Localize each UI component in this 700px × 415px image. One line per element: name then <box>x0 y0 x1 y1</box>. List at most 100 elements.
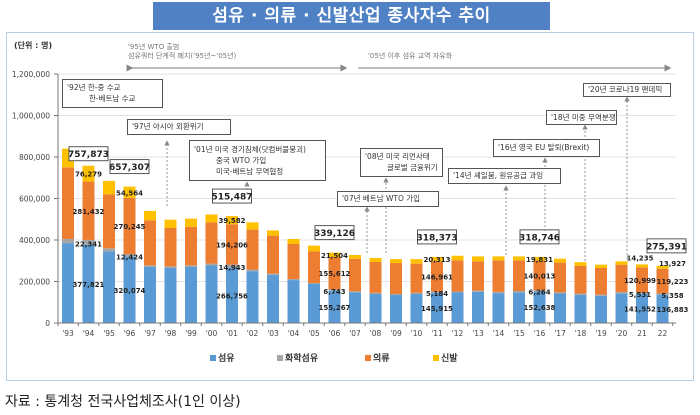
bar-segment-clothing <box>513 260 525 292</box>
bar-segment-footwear <box>308 245 320 252</box>
data-label-textile: 136,883 <box>657 306 689 314</box>
data-label-chemical-fiber: 14,943 <box>218 264 245 272</box>
bar-segment-chemical-fiber <box>554 292 566 294</box>
bar-segment-footwear <box>554 258 566 263</box>
annotation-08: '08년 미국 리먼사태 글로벌 금융위기 <box>360 148 443 177</box>
bar-segment-chemical-fiber <box>513 291 525 293</box>
bar-segment-chemical-fiber <box>185 265 197 267</box>
total-label: 318,746 <box>519 229 560 245</box>
total-label: 515,487 <box>212 188 253 204</box>
total-label: 657,307 <box>109 159 150 175</box>
bar-segment-footwear <box>205 214 218 223</box>
bar-segment-chemical-fiber <box>123 254 136 257</box>
x-tick-label: '08 <box>370 329 382 338</box>
y-tick-label: 1,200,000 <box>12 70 50 79</box>
bar-segment-textile <box>82 244 95 323</box>
legend-label-chemical-fiber: 화학섬유 <box>285 354 319 364</box>
y-tick-label: 800,000 <box>19 153 50 162</box>
bar-segment-clothing <box>451 260 464 292</box>
source-note: 자료 : 통계청 전국사업체조사(1인 이상) <box>5 394 241 410</box>
bar-segment-footwear <box>410 259 423 264</box>
bar-segment-textile <box>349 292 361 323</box>
data-label-chemical-fiber: 22,341 <box>75 240 102 248</box>
bar-segment-textile <box>287 280 300 323</box>
x-tick-label: '10 <box>411 329 423 338</box>
data-label-clothing: 120,999 <box>624 277 656 285</box>
bar-segment-textile <box>62 243 74 323</box>
bar-segment-footwear <box>595 264 607 269</box>
period-wto-text: '95년 WTO 출범 섬유쿼터 단계적 폐지('95년~'05년) <box>128 43 236 61</box>
x-tick-label: '09 <box>390 329 402 338</box>
bar-segment-chemical-fiber <box>267 273 279 275</box>
bar-segment-textile <box>410 293 423 323</box>
y-tick-label: 400,000 <box>19 236 50 245</box>
bar-segment-textile <box>226 267 238 323</box>
x-tick-label: '00 <box>206 329 218 338</box>
x-tick-label: '93 <box>62 329 74 338</box>
bar-segment-textile <box>636 293 648 323</box>
x-tick-label: '20 <box>616 329 628 338</box>
bar-segment-chemical-fiber <box>287 279 300 281</box>
data-label-clothing: 270,245 <box>114 223 146 231</box>
data-label-textile: 141,552 <box>624 305 656 313</box>
data-label-chemical-fiber: 6,264 <box>528 289 550 297</box>
legend-swatch-clothing <box>365 354 371 361</box>
y-tick-label: 0 <box>45 319 50 328</box>
bar-segment-chemical-fiber <box>308 282 320 284</box>
total-label-text: 275,391 <box>646 242 687 252</box>
bar-segment-textile <box>533 291 546 323</box>
total-label-text: 757,873 <box>68 150 109 160</box>
bar-segment-textile <box>451 292 464 323</box>
x-tick-label: '11 <box>431 329 443 338</box>
bar-segment-clothing <box>431 261 443 292</box>
total-label-box <box>417 229 457 245</box>
data-label-textile: 377,821 <box>73 281 105 289</box>
bar-segment-clothing <box>185 226 197 266</box>
total-label: 318,373 <box>417 229 458 245</box>
bar-segment-footwear <box>164 219 177 228</box>
x-tick-label: '04 <box>288 329 300 338</box>
x-tick-label: '18 <box>575 329 587 338</box>
bar-segment-textile <box>554 293 566 323</box>
bar-segment-clothing <box>390 263 402 294</box>
x-tick-label: '97 <box>144 329 156 338</box>
annotation-18: '18년 미중 무역분쟁 <box>546 110 617 125</box>
x-tick-label: '13 <box>472 329 484 338</box>
total-label-text: 318,746 <box>519 233 560 243</box>
x-tick-label: '12 <box>452 329 464 338</box>
bar-segment-clothing <box>492 260 505 292</box>
total-label-text: 339,126 <box>314 229 355 239</box>
x-tick-label: 21 <box>637 329 647 338</box>
annotation-01-line1: '01년 미국 경기침체(닷컴버블붕괴) <box>194 145 306 154</box>
bar-segment-clothing <box>369 261 382 293</box>
annotation-08-line1: '08년 미국 리먼사태 <box>365 152 430 161</box>
bar-segment-clothing <box>226 224 238 265</box>
bar-segment-textile <box>472 291 484 323</box>
bar-segment-footwear <box>574 262 587 266</box>
x-tick-label: '07 <box>349 329 361 338</box>
bar-segment-clothing <box>533 260 546 291</box>
bar-segment-textile <box>185 266 197 323</box>
bar-segment-chemical-fiber <box>164 266 177 269</box>
data-label-textile: 266,756 <box>216 292 248 300</box>
bar-segment-textile <box>103 251 115 323</box>
bar-segment-clothing <box>595 268 607 295</box>
bar-segment-chemical-fiber <box>472 290 484 292</box>
bar-segment-clothing <box>349 258 361 292</box>
bar-segment-chemical-fiber <box>205 263 218 266</box>
bar-segment-chemical-fiber <box>349 291 361 293</box>
bar-segment-clothing <box>246 229 259 270</box>
total-label-text: 318,373 <box>417 233 458 243</box>
total-label: 339,126 <box>314 225 355 241</box>
data-label-clothing: 146,961 <box>421 273 453 281</box>
period-wto-line2: 섬유쿼터 단계적 폐지('95년~'05년) <box>128 52 237 60</box>
bar-segment-footwear <box>390 259 402 264</box>
legend-label-textile: 섬유 <box>218 354 235 364</box>
bar-segment-footwear <box>615 261 628 265</box>
x-tick-label: '02 <box>247 329 259 338</box>
x-tick-label: '03 <box>267 329 279 338</box>
bar-segment-footwear <box>533 256 546 261</box>
bar-segment-textile <box>656 294 669 323</box>
legend-label-footwear: 신발 <box>441 354 458 364</box>
total-label-text: 515,487 <box>212 193 253 203</box>
